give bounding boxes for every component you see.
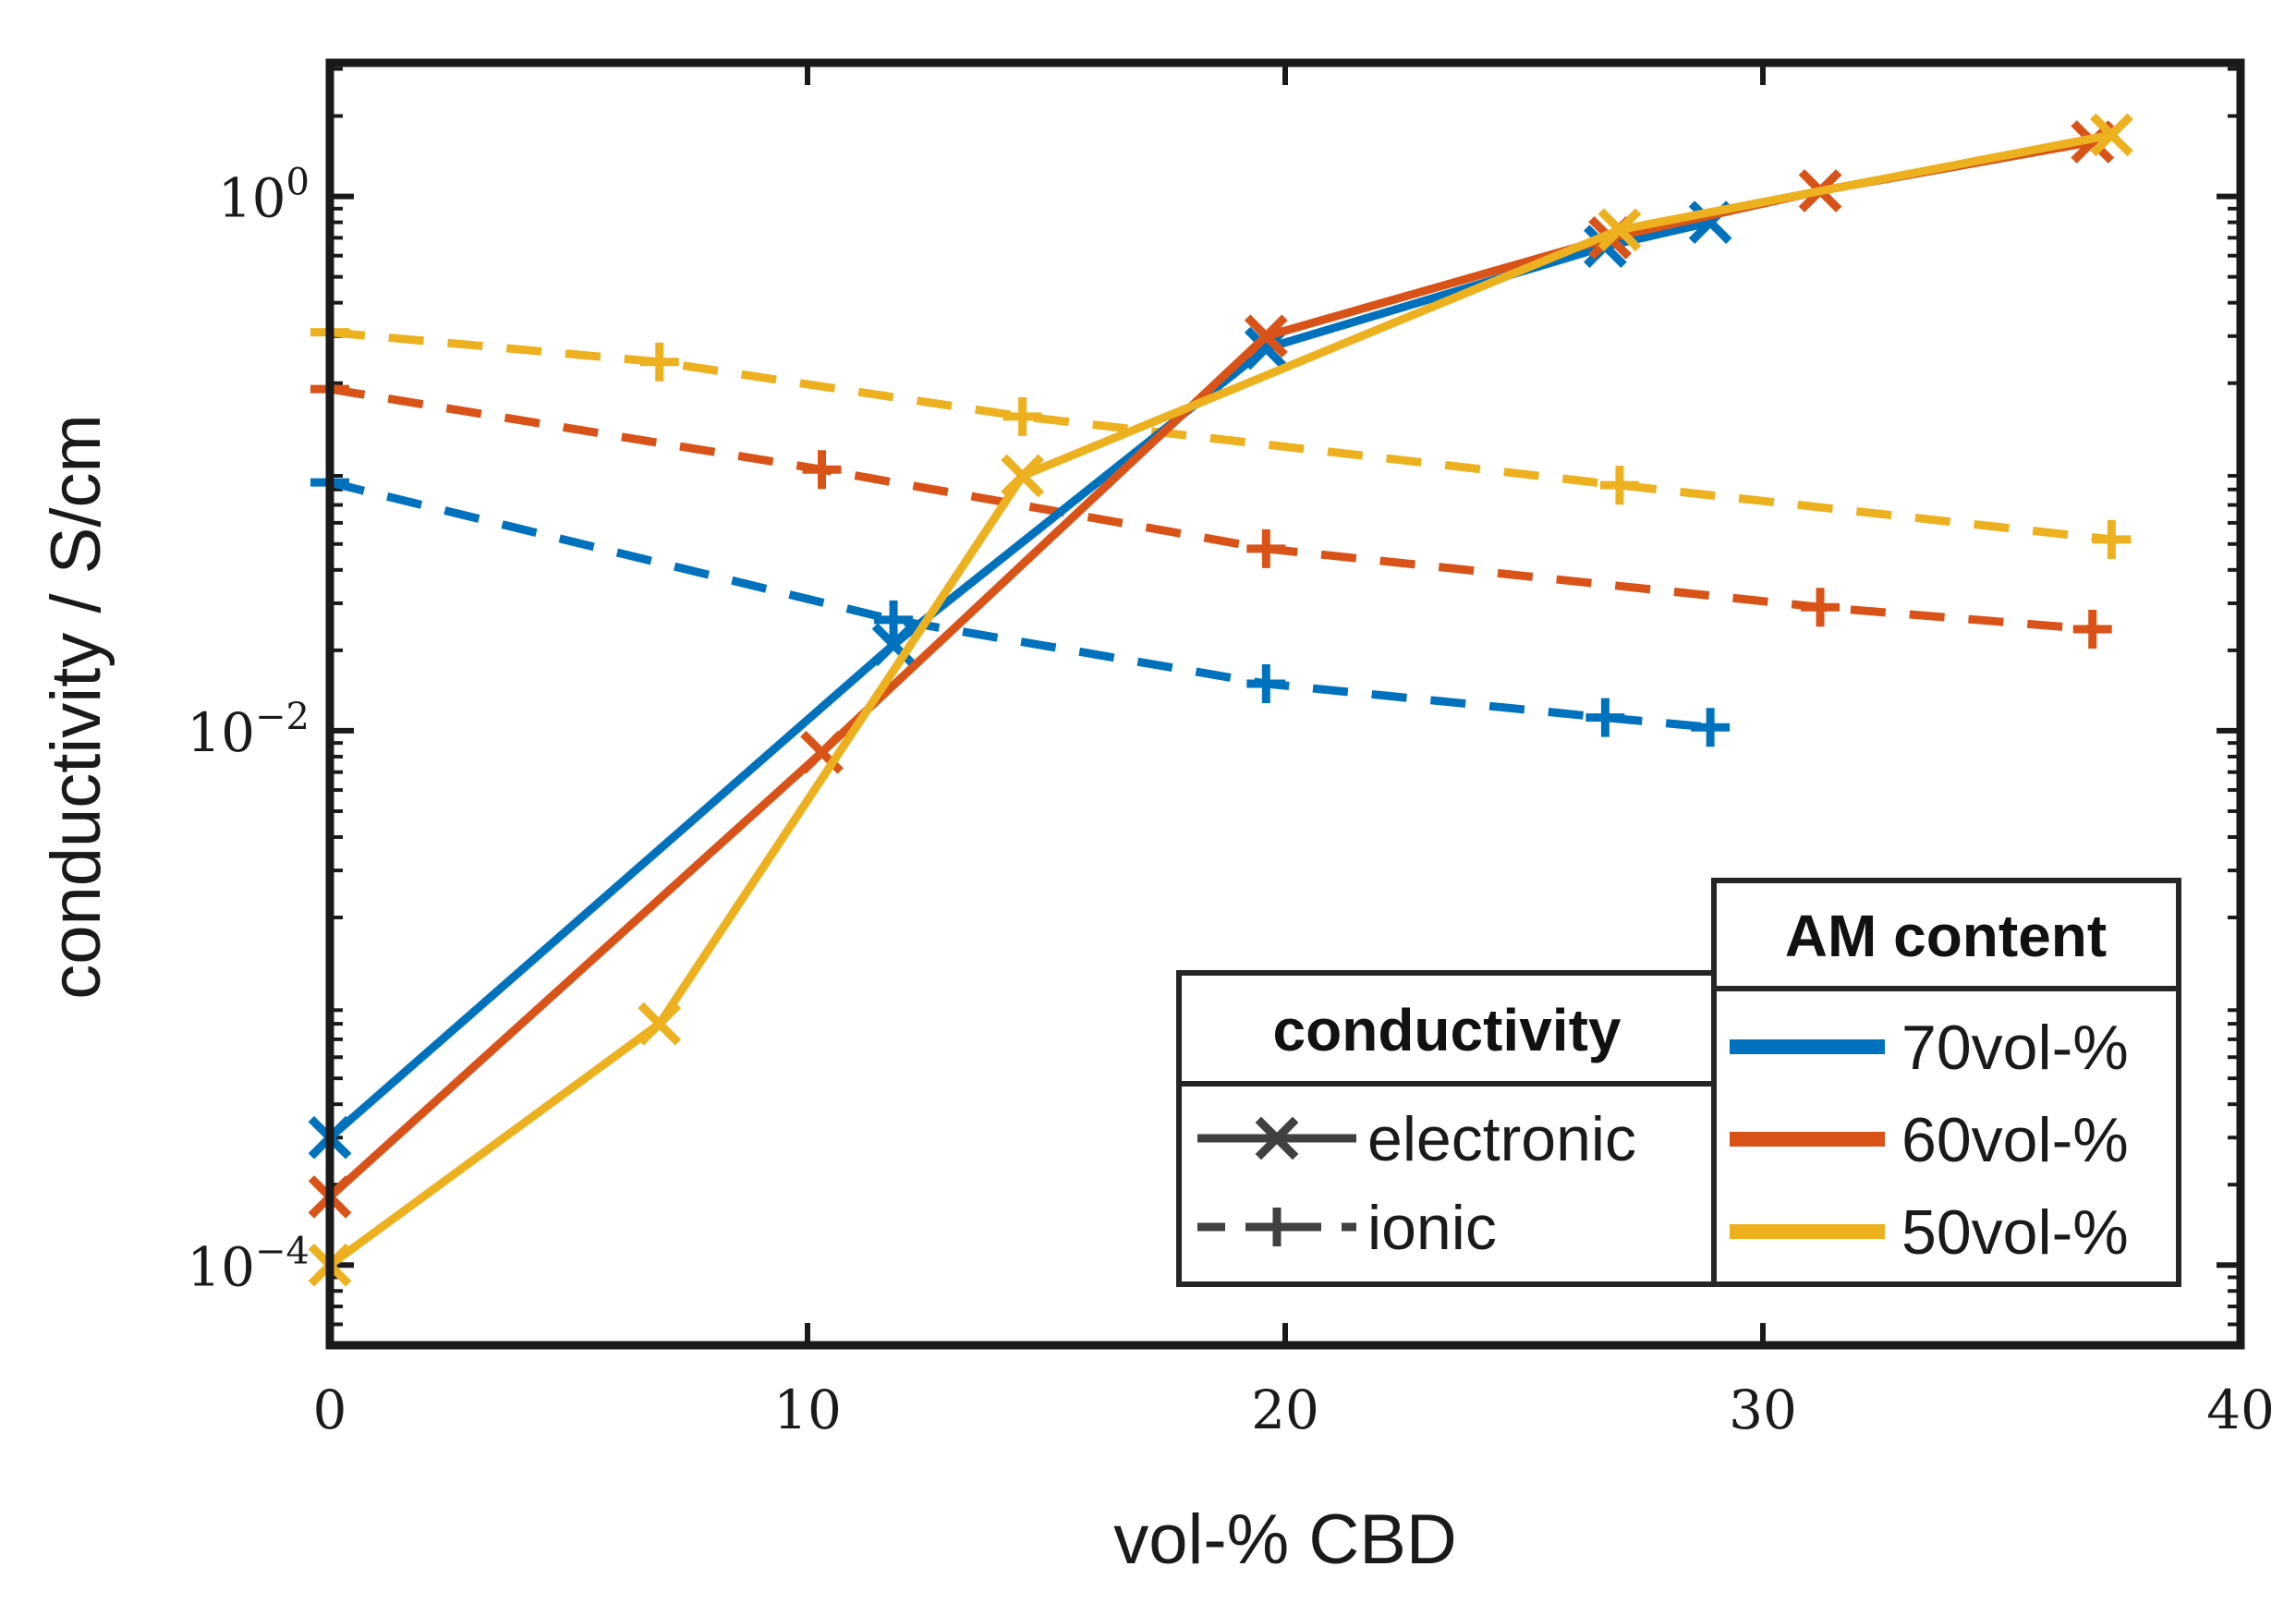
- data-point-plus-marker: [802, 450, 842, 490]
- x-tick-label: 30: [1729, 1378, 1797, 1441]
- x-tick-label: 20: [1251, 1378, 1319, 1441]
- data-point-x-marker: [1001, 454, 1045, 498]
- series-50vol-electronic: [308, 113, 2133, 1287]
- marker-stroke: [871, 623, 916, 667]
- x-tick-label: 40: [2206, 1378, 2275, 1441]
- data-point-x-marker: [2090, 113, 2133, 157]
- data-point-plus-marker: [639, 342, 679, 382]
- legend-conductivity-title: conductivity: [1273, 997, 1622, 1063]
- marker-stroke: [800, 730, 844, 774]
- data-point-x-marker: [638, 1002, 682, 1046]
- data-point-x-marker: [1597, 208, 1642, 252]
- legend-am-label: 50vol-%: [1901, 1197, 2129, 1268]
- data-point-plus-marker: [874, 600, 914, 639]
- legend-am-label: 70vol-%: [1901, 1013, 2129, 1083]
- marker-stroke: [2090, 113, 2133, 157]
- data-point-plus-marker: [1691, 708, 1731, 747]
- marker-stroke: [638, 1002, 682, 1046]
- data-point-x-marker: [1244, 326, 1288, 370]
- legend-am-items: 70vol-% 60vol-% 50vol-%: [1730, 1013, 2129, 1268]
- marker-stroke: [1255, 1116, 1299, 1160]
- y-tick-label: 10−4: [187, 1230, 310, 1298]
- series-50vol-ionic: [310, 312, 2132, 559]
- legend-conductivity-items: electronic ionic: [1197, 1104, 1636, 1263]
- marker-stroke: [1597, 208, 1642, 252]
- plot-frame: [325, 58, 2245, 1350]
- y-tick-label: 100: [218, 162, 310, 230]
- legend-conductivity: conductivity electronic ionic: [1176, 970, 1718, 1287]
- data-point-plus-marker: [1599, 466, 1639, 505]
- series-line-70vol-ionic: [328, 478, 1711, 732]
- legend-x-marker: [1255, 1116, 1299, 1160]
- x-tick-label: 0: [313, 1378, 347, 1441]
- legend-label-ionic: ionic: [1367, 1193, 1497, 1263]
- data-point-plus-marker: [1002, 396, 1042, 436]
- data-point-plus-marker: [1246, 528, 1286, 568]
- series-70vol-ionic: [310, 463, 1731, 747]
- y-tick-label: 10−2: [187, 696, 310, 764]
- series-60vol-ionic: [310, 370, 2112, 649]
- legend-am-title: AM content: [1785, 903, 2107, 969]
- legend-am-label: 60vol-%: [1901, 1105, 2129, 1175]
- data-point-plus-marker: [1585, 698, 1625, 737]
- data-point-plus-marker: [2092, 519, 2132, 559]
- legend-am-content: AM content 70vol-% 60vol-% 50vol-%: [1711, 878, 2181, 1287]
- data-point-x-marker: [1244, 314, 1288, 358]
- data-point-plus-marker: [2072, 609, 2112, 649]
- y-axis-title: conductivity / S/cm: [37, 414, 115, 1000]
- marker-stroke: [1001, 454, 1045, 498]
- marker-stroke: [1244, 326, 1288, 370]
- legend-plus-marker: [1257, 1208, 1296, 1246]
- data-point-plus-marker: [1246, 663, 1286, 703]
- series-layer: [308, 113, 2133, 1287]
- x-axis-title: vol-% CBD: [1113, 1500, 1457, 1579]
- legend-label-electronic: electronic: [1367, 1104, 1636, 1174]
- tick-label-layer: 0 10 20 30 40 100 10−2 10−4: [187, 162, 2275, 1441]
- marker-stroke: [1244, 314, 1288, 358]
- legend-am-frame: [1711, 878, 2181, 1287]
- x-tick-label: 10: [773, 1378, 842, 1441]
- data-point-plus-marker: [1801, 588, 1840, 627]
